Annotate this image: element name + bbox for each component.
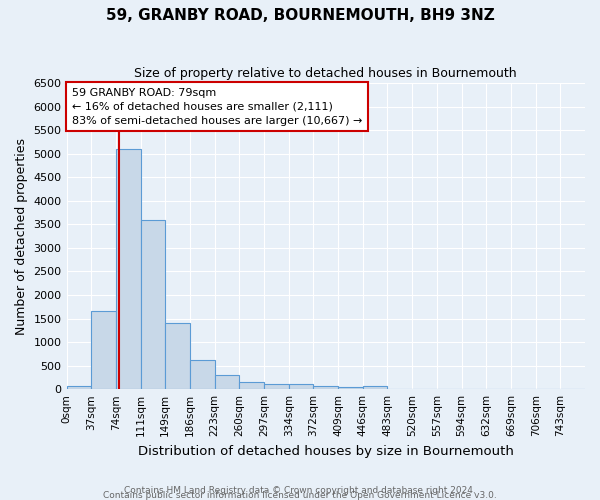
Text: 59, GRANBY ROAD, BOURNEMOUTH, BH9 3NZ: 59, GRANBY ROAD, BOURNEMOUTH, BH9 3NZ <box>106 8 494 22</box>
Text: Contains public sector information licensed under the Open Government Licence v3: Contains public sector information licen… <box>103 490 497 500</box>
Bar <box>190 360 215 389</box>
Bar <box>165 323 190 389</box>
Y-axis label: Number of detached properties: Number of detached properties <box>15 138 28 334</box>
Bar <box>264 384 289 389</box>
X-axis label: Distribution of detached houses by size in Bournemouth: Distribution of detached houses by size … <box>138 444 514 458</box>
Bar <box>363 386 388 389</box>
Bar <box>116 149 140 389</box>
Bar <box>91 312 116 389</box>
Bar <box>215 375 239 389</box>
Text: 59 GRANBY ROAD: 79sqm
← 16% of detached houses are smaller (2,111)
83% of semi-d: 59 GRANBY ROAD: 79sqm ← 16% of detached … <box>72 88 362 126</box>
Bar <box>289 384 313 389</box>
Bar <box>67 386 91 389</box>
Title: Size of property relative to detached houses in Bournemouth: Size of property relative to detached ho… <box>134 68 517 80</box>
Text: Contains HM Land Registry data © Crown copyright and database right 2024.: Contains HM Land Registry data © Crown c… <box>124 486 476 495</box>
Bar <box>313 386 338 389</box>
Bar <box>140 220 165 389</box>
Bar <box>338 388 363 389</box>
Bar <box>239 382 264 389</box>
